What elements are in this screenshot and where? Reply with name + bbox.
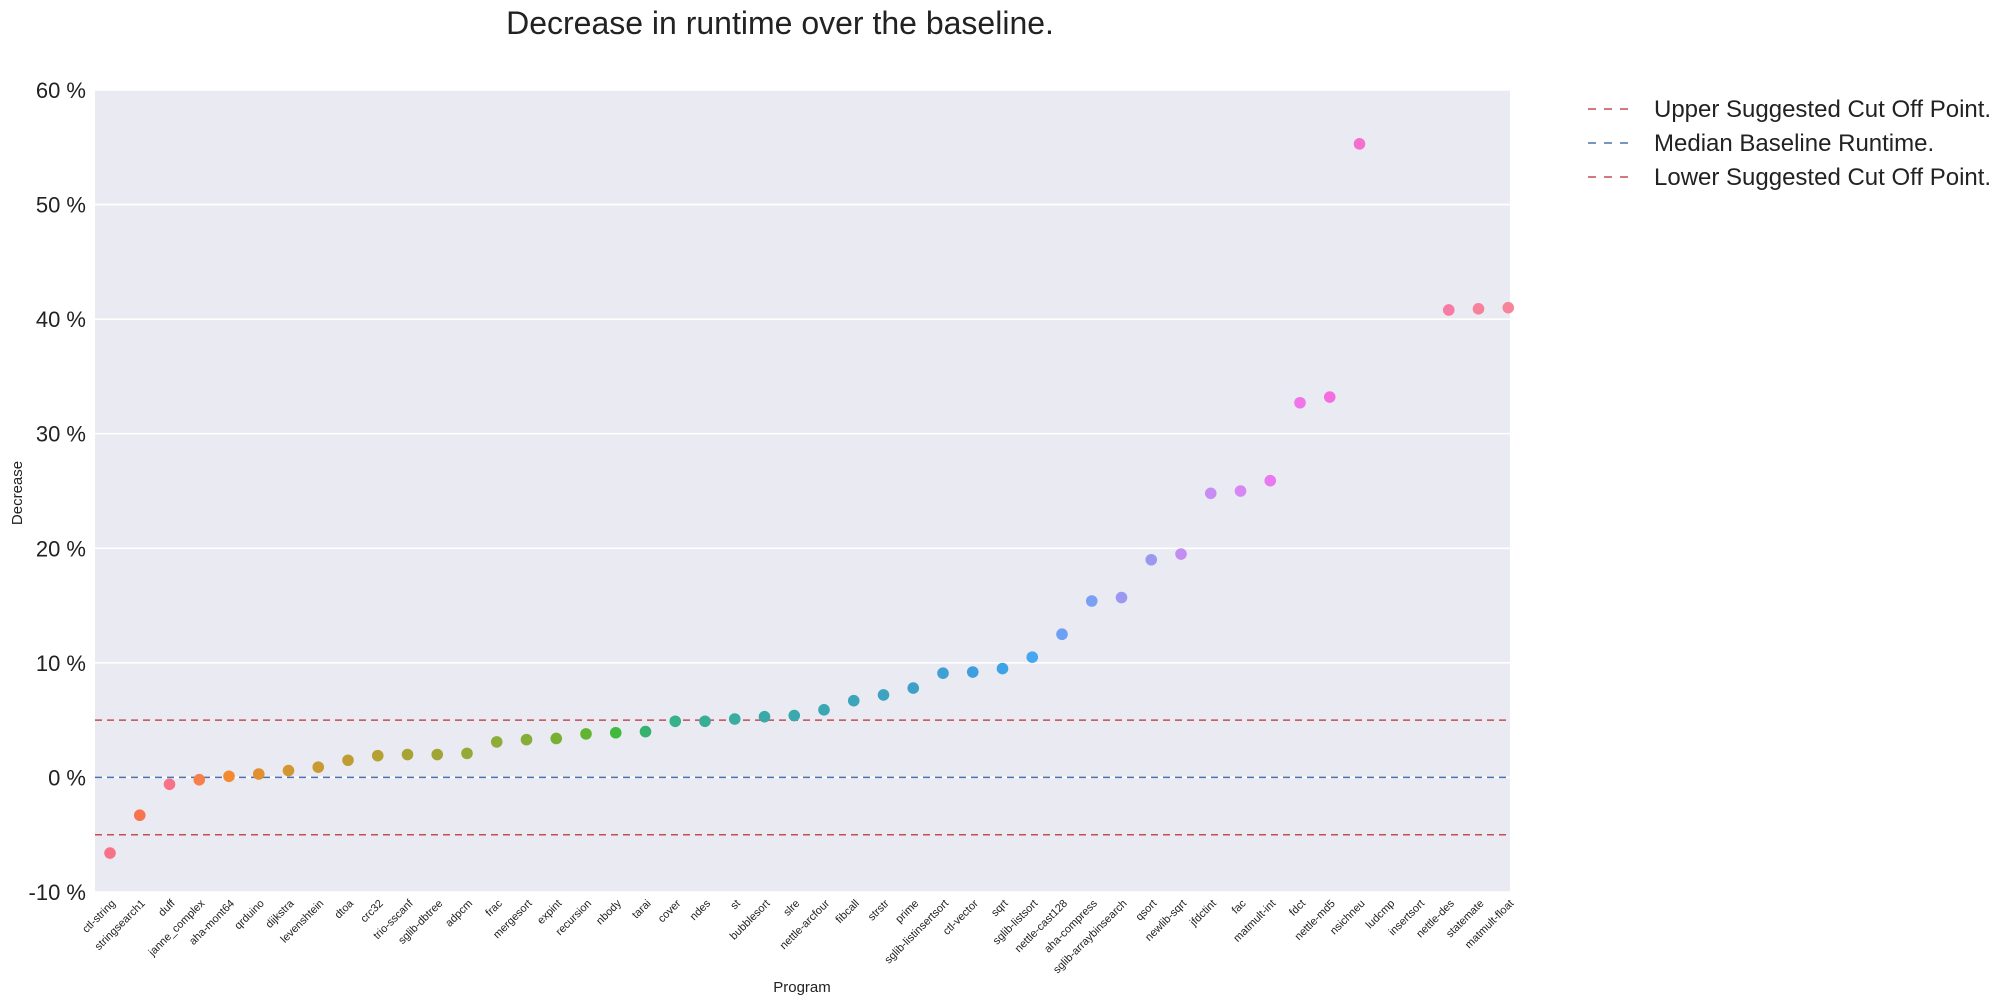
- data-point: [1473, 303, 1485, 315]
- data-point: [491, 736, 503, 748]
- data-point: [342, 754, 354, 766]
- data-point: [372, 750, 384, 762]
- data-point: [1354, 138, 1366, 150]
- y-axis-label: Decrease: [9, 461, 26, 525]
- data-point: [729, 713, 741, 725]
- x-tick-label: sqrt: [989, 898, 1010, 919]
- data-point: [1235, 485, 1247, 497]
- data-point: [1324, 391, 1336, 403]
- data-point: [193, 774, 205, 786]
- data-point: [699, 715, 711, 727]
- data-point: [610, 727, 622, 739]
- data-point: [669, 715, 681, 727]
- data-point: [431, 749, 443, 761]
- x-tick-label: qsort: [1134, 898, 1160, 924]
- x-tick-label: strstr: [866, 897, 892, 923]
- x-tick-label: slre: [781, 898, 802, 919]
- data-point: [1145, 554, 1157, 566]
- legend: Upper Suggested Cut Off Point. Median Bas…: [1588, 96, 1991, 191]
- y-tick-label: 20 %: [36, 536, 86, 561]
- y-tick-label: -10 %: [29, 880, 86, 905]
- data-point: [967, 666, 979, 678]
- data-point: [1294, 397, 1306, 409]
- data-point: [1205, 487, 1217, 499]
- x-tick-label: crc32: [358, 898, 386, 926]
- data-point: [580, 728, 592, 740]
- data-point: [788, 710, 800, 722]
- data-point: [402, 749, 414, 761]
- data-point: [1502, 302, 1514, 314]
- data-point: [1264, 475, 1276, 487]
- data-point: [461, 748, 473, 760]
- y-tick-label: 0 %: [48, 765, 86, 790]
- y-axis-ticks: -10 % 0 % 10 % 20 % 30 % 40 % 50 % 60 %: [29, 78, 86, 905]
- data-point: [164, 779, 176, 791]
- y-tick-label: 10 %: [36, 651, 86, 676]
- data-point: [283, 765, 295, 777]
- data-point: [848, 695, 860, 707]
- data-point: [104, 847, 116, 859]
- x-tick-label: ndes: [688, 897, 714, 923]
- chart-title: Decrease in runtime over the baseline.: [506, 5, 1054, 41]
- y-tick-label: 60 %: [36, 78, 86, 103]
- y-tick-label: 40 %: [36, 307, 86, 332]
- data-point: [818, 704, 830, 716]
- x-tick-label: dtoa: [332, 897, 356, 921]
- y-tick-label: 30 %: [36, 422, 86, 447]
- data-point: [312, 761, 324, 773]
- x-tick-label: adpcm: [443, 898, 475, 930]
- x-tick-label: cover: [656, 897, 684, 925]
- x-tick-label: nbody: [594, 897, 624, 927]
- x-tick-label: prime: [893, 898, 921, 926]
- legend-label: Median Baseline Runtime.: [1654, 130, 1934, 157]
- data-point: [1026, 651, 1038, 663]
- data-point: [521, 734, 533, 746]
- data-point: [640, 726, 652, 738]
- data-point: [253, 768, 265, 780]
- data-point: [759, 711, 771, 723]
- x-tick-label: duff: [156, 897, 178, 919]
- data-point: [223, 770, 235, 782]
- data-point: [997, 663, 1009, 675]
- x-tick-label: fac: [1230, 897, 1249, 916]
- data-point: [1175, 548, 1187, 560]
- x-axis-label: Program: [773, 979, 831, 996]
- data-point: [1116, 592, 1128, 604]
- x-tick-label: qrduino: [232, 898, 266, 932]
- x-tick-label: frac: [483, 897, 505, 919]
- x-tick-label: tarai: [630, 898, 654, 922]
- data-point: [907, 682, 919, 694]
- legend-label: Lower Suggested Cut Off Point.: [1654, 164, 1991, 191]
- data-point: [937, 667, 949, 679]
- x-tick-label: jfdctint: [1187, 898, 1219, 930]
- x-tick-label: fdct: [1287, 898, 1308, 919]
- x-tick-label: fibcall: [833, 898, 861, 926]
- legend-label: Upper Suggested Cut Off Point.: [1654, 96, 1991, 123]
- data-point: [550, 733, 562, 745]
- data-point: [1086, 595, 1098, 607]
- data-point: [878, 689, 890, 701]
- data-point: [1056, 628, 1068, 640]
- plot-area: [95, 90, 1510, 892]
- data-point: [1443, 304, 1455, 316]
- data-point: [134, 809, 146, 821]
- y-tick-label: 50 %: [36, 193, 86, 218]
- x-tick-label: st: [728, 898, 743, 913]
